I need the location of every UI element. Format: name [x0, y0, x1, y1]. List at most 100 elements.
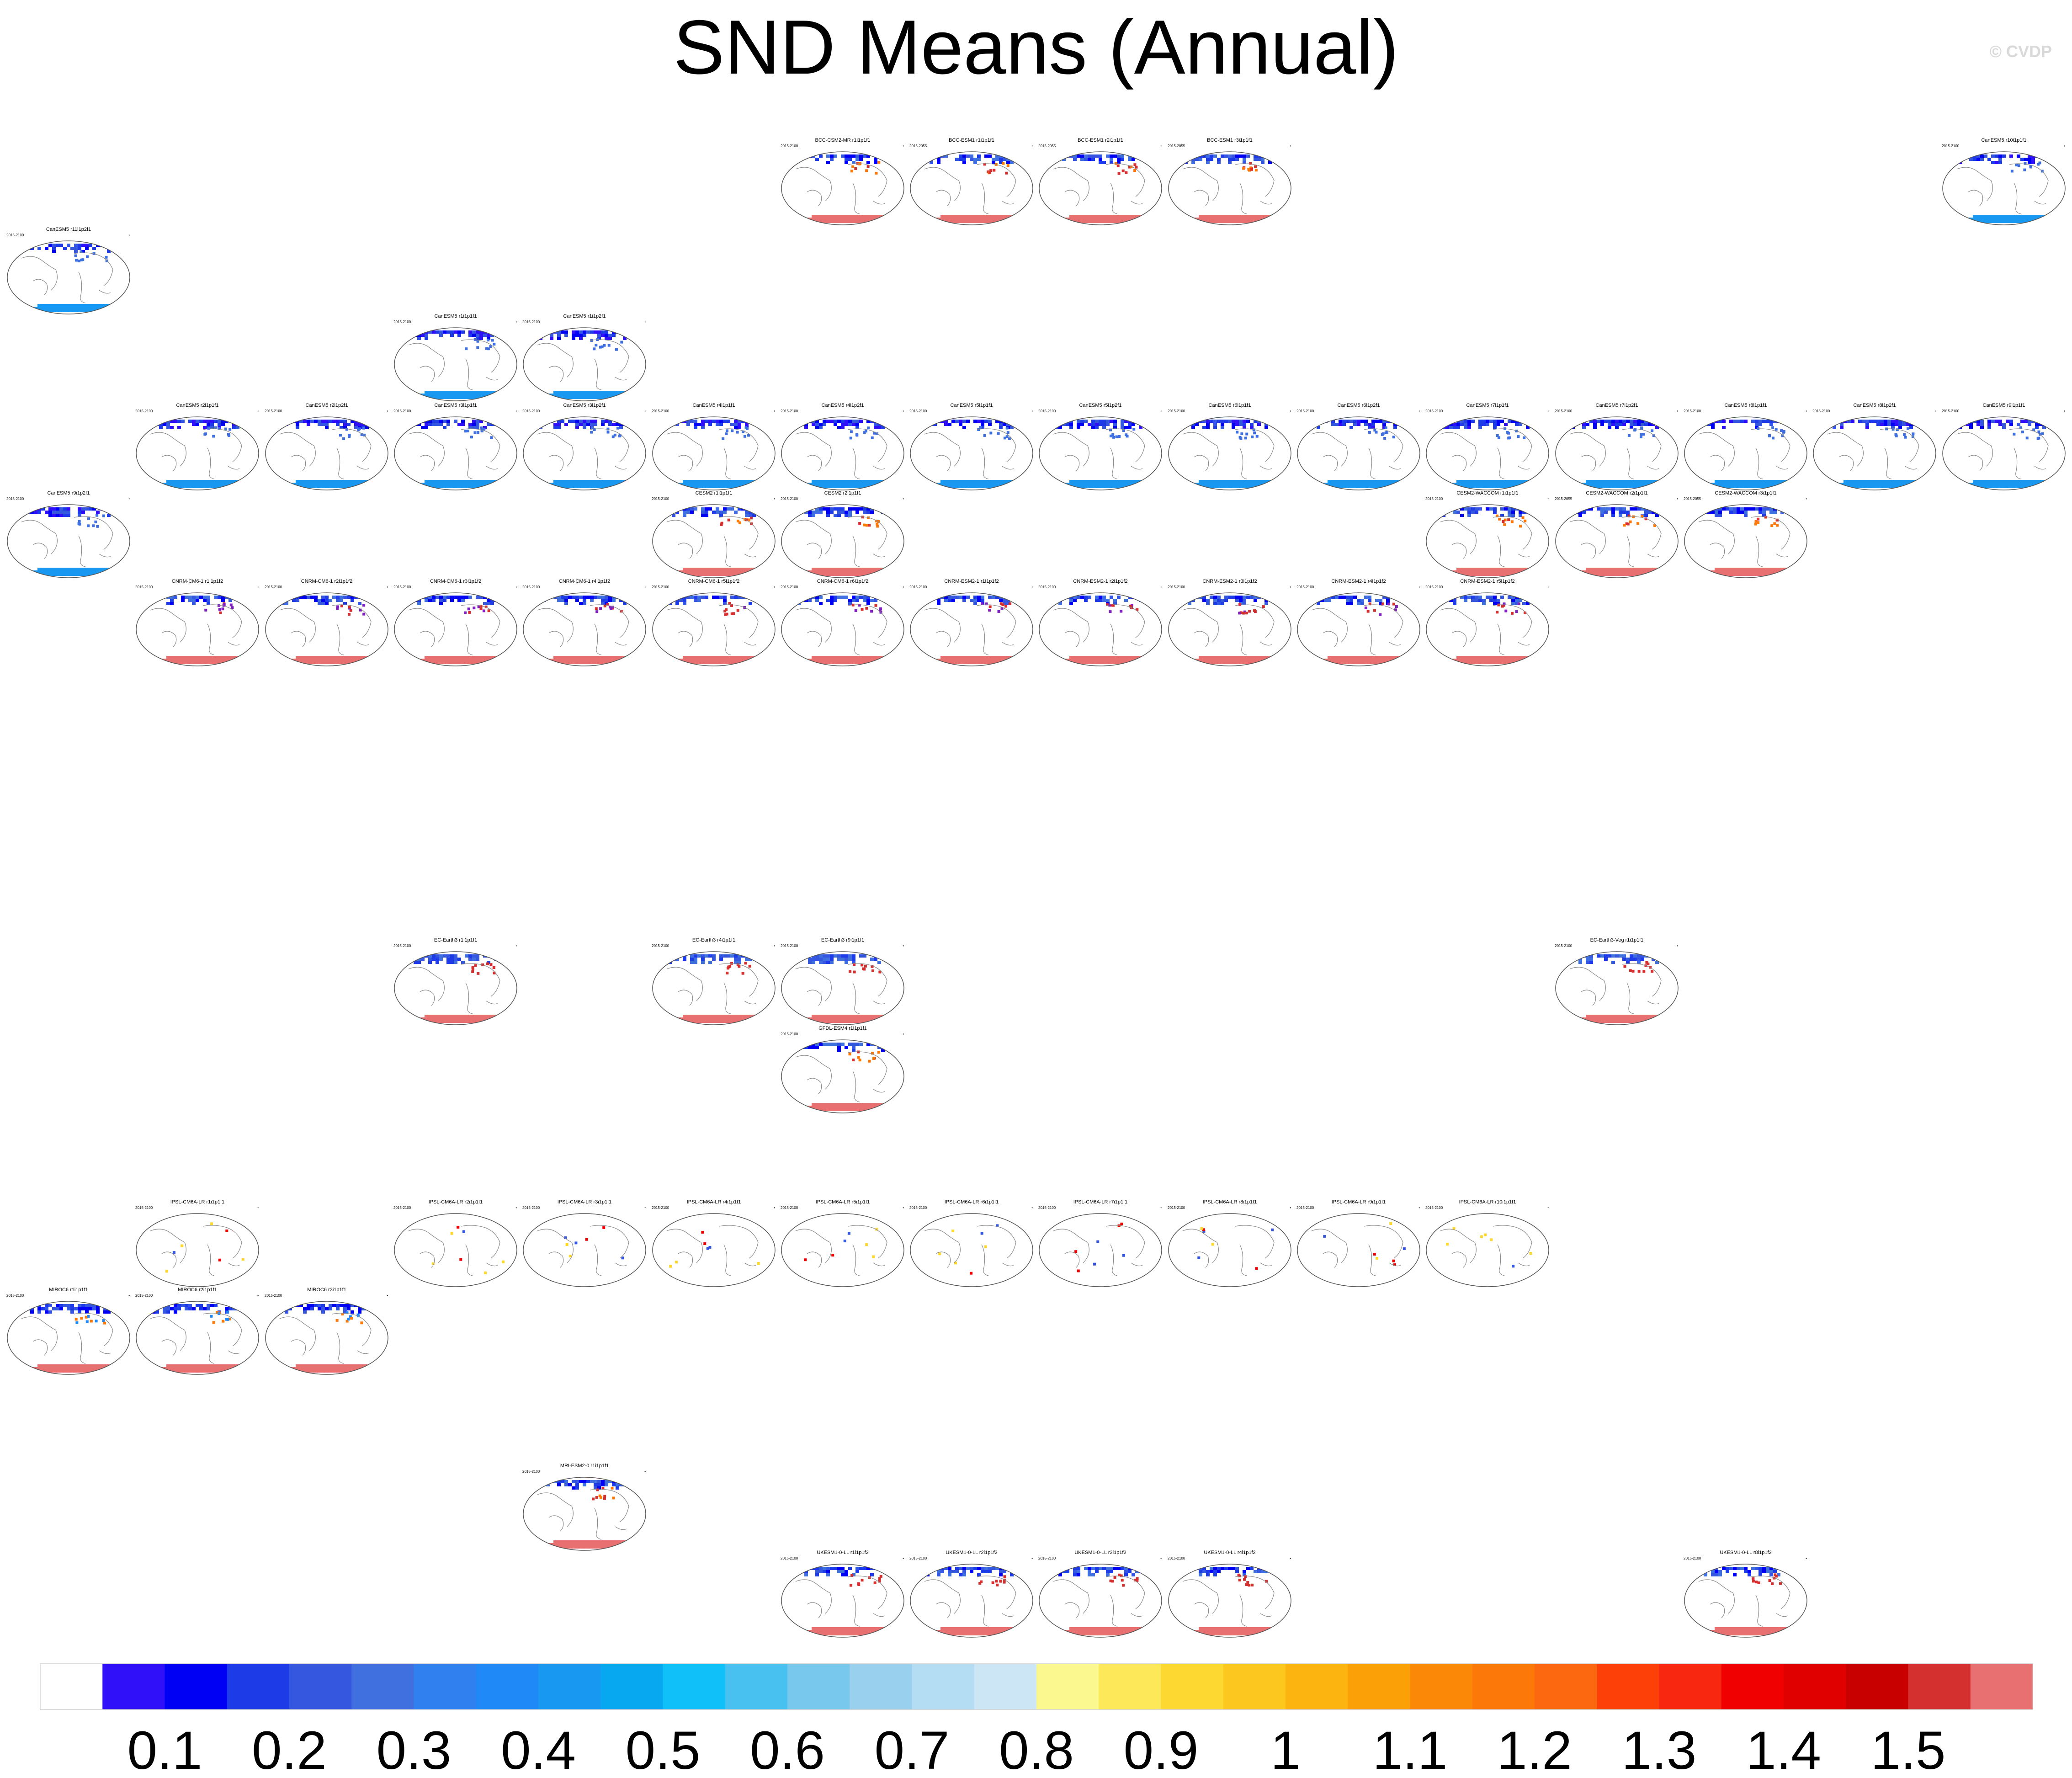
panel-period: 2015-2100 — [6, 497, 24, 501]
panel-title: MRI-ESM2-0 r1i1p1f1 — [560, 1463, 609, 1469]
map-panel: BCC-ESM1 r2i1p1f1 2015-2055 • — [1037, 137, 1164, 227]
panel-title: CanESM5 r2i1p1f1 — [176, 403, 219, 408]
svg-text:•: • — [1934, 409, 1936, 413]
svg-text:•: • — [257, 409, 259, 413]
panel-title: CNRM-ESM2-1 r1i1p1f2 — [944, 579, 999, 584]
svg-text:•: • — [2064, 409, 2065, 413]
panel-period: 2015-2055 — [1168, 144, 1185, 148]
panel-period: 2015-2100 — [135, 1294, 153, 1298]
chart-title: SND Means (Annual) — [673, 4, 1399, 90]
panel-title: CNRM-ESM2-1 r5i1p1f2 — [1461, 579, 1515, 584]
map-panel: IPSL-CM6A-LR r5i1p1f1 2015-2100 • — [780, 1199, 906, 1288]
watermark: © CVDP — [1989, 42, 2052, 61]
svg-text:•: • — [257, 585, 259, 589]
panel-period: 2015-2100 — [522, 320, 540, 324]
map-panel-svg: CESM2-WACCOM r2i1p1f1 2015-2055 • — [1555, 490, 1679, 578]
map-panel: CNRM-ESM2-1 r1i1p1f2 2015-2100 • — [908, 578, 1035, 668]
svg-text:•: • — [387, 1294, 388, 1298]
panel-title: EC-Earth3 r9i1p1f1 — [821, 937, 864, 943]
panel-period: 2015-2100 — [265, 585, 282, 589]
map-panel: CanESM5 r4i1p1f1 2015-2100 • — [651, 402, 777, 492]
map-panel: CanESM5 r3i1p1f1 2015-2100 • — [393, 402, 519, 492]
map-panel: CanESM5 r5i1p2f1 2015-2100 • — [1037, 402, 1164, 492]
map-panel: CNRM-ESM2-1 r4i1p1f2 2015-2100 • — [1296, 578, 1422, 668]
panel-period: 2015-2100 — [393, 1206, 411, 1210]
svg-text:•: • — [1031, 585, 1033, 589]
panel-title: MIROC6 r1i1p1f1 — [49, 1287, 88, 1293]
map-panel: CanESM5 r1i1p2f1 2015-2100 • — [521, 313, 648, 403]
panel-title: CanESM5 r5i1p2f1 — [1079, 403, 1122, 408]
map-panel-svg: IPSL-CM6A-LR r10i1p1f1 2015-2100 • — [1425, 1199, 1550, 1287]
svg-text:•: • — [1547, 1206, 1549, 1210]
map-panel: MIROC6 r1i1p1f1 2015-2100 • — [5, 1287, 132, 1376]
panel-period: 2015-2100 — [781, 1032, 798, 1036]
map-panel: CNRM-CM6-1 r4i1p1f2 2015-2100 • — [521, 578, 648, 668]
map-panel-svg: CESM2-WACCOM r1i1p1f1 2015-2100 • — [1425, 490, 1550, 578]
panel-period: 2015-2100 — [1168, 585, 1185, 589]
svg-text:•: • — [257, 1294, 259, 1298]
panel-title: CanESM5 r8i1p1f1 — [1724, 403, 1767, 408]
svg-text:•: • — [1031, 409, 1033, 413]
map-panel: CESM2 r1i1p1f1 2015-2100 • — [651, 490, 777, 580]
map-panel: CanESM5 r11i1p2f1 2015-2100 • — [5, 226, 132, 316]
map-panel: CNRM-CM6-1 r6i1p1f2 2015-2100 • — [780, 578, 906, 668]
map-panel: IPSL-CM6A-LR r2i1p1f1 2015-2100 • — [393, 1199, 519, 1288]
map-panel: CanESM5 r6i1p2f1 2015-2100 • — [1296, 402, 1422, 492]
map-panel-svg: CNRM-ESM2-1 r4i1p1f2 2015-2100 • — [1296, 579, 1420, 666]
map-panel-svg: CNRM-CM6-1 r4i1p1f2 2015-2100 • — [522, 579, 646, 666]
svg-text:•: • — [387, 409, 388, 413]
panel-title: CNRM-CM6-1 r5i1p1f2 — [688, 579, 739, 584]
map-panel: CanESM5 r7i1p2f1 2015-2100 • — [1554, 402, 1680, 492]
map-panel: IPSL-CM6A-LR r4i1p1f1 2015-2100 • — [651, 1199, 777, 1288]
map-panel-svg: EC-Earth3 r4i1p1f1 2015-2100 • — [652, 937, 776, 1025]
panel-period: 2015-2100 — [652, 944, 669, 948]
svg-text:•: • — [903, 409, 904, 413]
panel-title: CanESM5 r9i1p2f1 — [48, 490, 90, 496]
panel-period: 2015-2100 — [1684, 1556, 1701, 1560]
svg-text:•: • — [1031, 1206, 1033, 1210]
panel-period: 2015-2100 — [135, 409, 153, 413]
svg-text:•: • — [1419, 585, 1420, 589]
panel-period: 2015-2100 — [265, 409, 282, 413]
map-panel: MIROC6 r2i1p1f1 2015-2100 • — [134, 1287, 260, 1376]
panel-period: 2015-2100 — [1425, 409, 1443, 413]
panel-period: 2015-2100 — [909, 1556, 927, 1560]
panel-title: CanESM5 r7i1p2f1 — [1595, 403, 1638, 408]
map-panel-svg: IPSL-CM6A-LR r3i1p1f1 2015-2100 • — [522, 1199, 646, 1287]
panel-title: CanESM5 r8i1p2f1 — [1854, 403, 1896, 408]
map-panel-svg: CNRM-ESM2-1 r3i1p1f2 2015-2100 • — [1168, 579, 1291, 666]
svg-text:•: • — [1806, 497, 1807, 501]
panel-title: CanESM5 r3i1p2f1 — [563, 403, 606, 408]
panel-period: 2015-2100 — [1555, 944, 1573, 948]
map-panel: CESM2-WACCOM r3i1p1f1 2015-2055 • — [1683, 490, 1809, 580]
map-panel: CanESM5 r9i1p1f1 2015-2100 • — [1941, 402, 2067, 492]
panel-title: IPSL-CM6A-LR r5i1p1f1 — [815, 1199, 870, 1205]
svg-text:•: • — [1161, 1556, 1162, 1560]
svg-text:•: • — [515, 944, 517, 948]
panel-title: CNRM-CM6-1 r3i1p1f2 — [430, 579, 481, 584]
map-panel-svg: IPSL-CM6A-LR r1i1p1f1 2015-2100 • — [135, 1199, 260, 1287]
panel-title: CanESM5 r7i1p1f1 — [1466, 403, 1509, 408]
panel-title: GFDL-ESM4 r1i1p1f1 — [818, 1026, 867, 1031]
map-panel-svg: CanESM5 r6i1p2f1 2015-2100 • — [1296, 403, 1420, 490]
map-panel-svg: EC-Earth3 r9i1p1f1 2015-2100 • — [781, 937, 904, 1025]
map-panel-svg: CanESM5 r1i1p2f1 2015-2100 • — [522, 314, 646, 401]
map-panel-svg: EC-Earth3-Veg r1i1p1f1 2015-2100 • — [1555, 937, 1679, 1025]
panel-period: 2015-2100 — [6, 1294, 24, 1298]
panel-period: 2015-2100 — [1038, 1556, 1056, 1560]
map-panel: MIROC6 r3i1p1f1 2015-2100 • — [264, 1287, 390, 1376]
map-panel-svg: CESM2 r1i1p1f1 2015-2100 • — [652, 490, 776, 578]
panel-title: CanESM5 r1i1p2f1 — [563, 314, 606, 319]
map-panel-svg: MIROC6 r3i1p1f1 2015-2100 • — [265, 1287, 388, 1375]
panel-period: 2015-2100 — [1942, 409, 1960, 413]
panel-title: CanESM5 r11i1p2f1 — [46, 227, 91, 232]
map-panel-svg: CanESM5 r9i1p1f1 2015-2100 • — [1942, 403, 2066, 490]
map-panel: MRI-ESM2-0 r1i1p1f1 2015-2100 • — [521, 1463, 648, 1552]
panel-title: CNRM-ESM2-1 r3i1p1f2 — [1202, 579, 1257, 584]
svg-text:•: • — [774, 585, 775, 589]
svg-text:•: • — [1031, 1556, 1033, 1560]
map-panel-svg: BCC-ESM1 r3i1p1f1 2015-2055 • — [1168, 138, 1291, 225]
svg-text:•: • — [128, 233, 130, 237]
svg-text:•: • — [1290, 1206, 1291, 1210]
